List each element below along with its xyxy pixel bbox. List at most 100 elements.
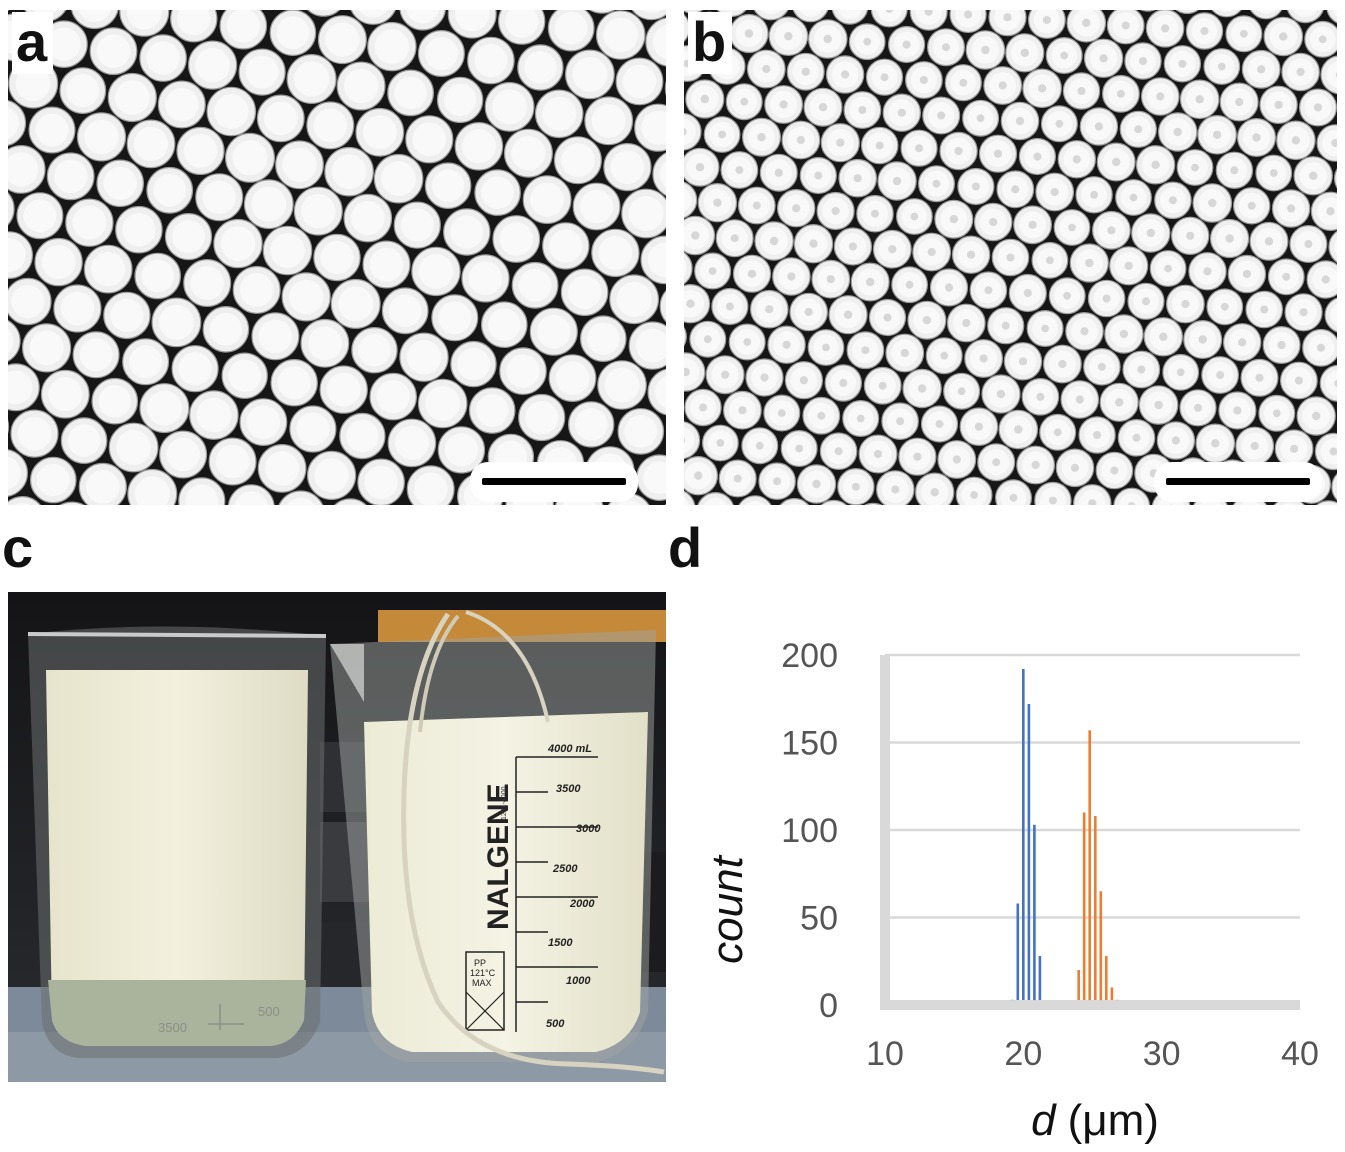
droplet-core [703, 335, 712, 344]
droplet-core [1161, 24, 1170, 33]
droplet-core [964, 10, 973, 19]
droplet-core [1291, 136, 1301, 145]
droplet-core [1046, 256, 1054, 265]
droplet-core [1208, 198, 1217, 208]
droplet-highlight [376, 379, 410, 414]
droplet-highlight [258, 319, 293, 354]
droplet-highlight [325, 22, 360, 57]
droplet-core [691, 231, 700, 240]
bar-series1-5 [1038, 956, 1042, 1000]
droplet-core [1094, 122, 1103, 131]
droplet-highlight [8, 456, 21, 490]
bar-series2-6 [1110, 987, 1114, 1000]
droplet-highlight [185, 484, 219, 505]
droplet-core [967, 250, 976, 259]
droplet [684, 251, 693, 285]
droplet-core [743, 338, 752, 346]
droplet-core [863, 37, 872, 46]
droplet-highlight [511, 136, 546, 171]
droplet-core [1173, 127, 1182, 137]
beakers-photo: 3500 500 4000 mL 3500 3000 2500 2000 150… [8, 592, 666, 1082]
droplet [664, 80, 666, 96]
droplet-core [684, 127, 687, 136]
droplet-core [1200, 27, 1209, 35]
droplet [307, 10, 341, 17]
droplet-core [839, 379, 848, 387]
droplet-highlight [622, 64, 657, 99]
droplet-highlight [251, 186, 287, 222]
right-beaker-mark-3500: 3500 [556, 783, 581, 795]
droplet-core [1146, 228, 1155, 238]
droplet-core [1127, 502, 1136, 505]
droplet-core [962, 318, 971, 328]
droplet-highlight [202, 180, 236, 214]
droplet-highlight [425, 386, 461, 421]
droplet-core [796, 135, 805, 145]
droplet-core [1015, 116, 1025, 126]
droplet-highlight [8, 107, 20, 139]
droplet-core [784, 32, 793, 41]
droplet-highlight [320, 240, 354, 275]
droplet-core [1242, 269, 1251, 279]
droplet-highlight [1320, 438, 1337, 465]
droplet-core [1115, 398, 1124, 407]
x-axis-title-symbol: d [1031, 1096, 1057, 1145]
droplet-core [1335, 71, 1337, 78]
droplet-core [777, 409, 786, 417]
droplet-highlight [17, 416, 52, 451]
droplet-array-b [684, 10, 1337, 505]
droplet-highlight [110, 298, 144, 332]
droplet-highlight [400, 208, 434, 242]
droplet-highlight [1334, 238, 1337, 255]
droplet-core [1055, 119, 1064, 128]
droplet [684, 326, 687, 347]
droplet-core [1240, 29, 1248, 38]
droplet-highlight [610, 150, 645, 185]
micrograph-b [684, 10, 1337, 505]
droplet-core [902, 40, 911, 49]
panel-label-a: a [12, 12, 54, 74]
droplet-core [730, 234, 739, 243]
droplet-highlight [1282, 503, 1297, 505]
bar-series2-1 [1082, 812, 1086, 1000]
droplet-core [801, 67, 810, 76]
droplet-core [1238, 338, 1247, 347]
droplet-core [927, 247, 936, 257]
droplet-core [1082, 18, 1091, 27]
droplet-core [1050, 187, 1059, 197]
droplet-highlight [67, 424, 101, 457]
droplet-core [684, 437, 686, 443]
droplet-highlight [506, 354, 540, 388]
droplet-core [1137, 365, 1146, 374]
x-axis-title-unit: (μm) [1068, 1096, 1159, 1145]
droplet-core [831, 206, 840, 216]
droplet [334, 498, 367, 505]
histogram-chart: 0 50 100 150 200 10 20 30 40 count d (μm) [690, 600, 1345, 1152]
right-beaker-mark-3000: 3000 [576, 823, 601, 835]
droplet-highlight [616, 281, 652, 317]
droplet-core [866, 277, 875, 287]
droplet-highlight [277, 366, 311, 400]
droplet-core [1009, 493, 1018, 502]
droplet [1328, 230, 1337, 263]
droplet-highlight [288, 279, 324, 315]
droplet-core [1075, 395, 1084, 404]
scale-bar-box-a [470, 462, 638, 502]
droplet-core [1058, 359, 1067, 369]
droplet-highlight [213, 94, 249, 129]
droplet-highlight [350, 201, 385, 236]
droplet-highlight [492, 89, 528, 125]
droplet-highlight [195, 47, 230, 83]
droplet-core [930, 488, 939, 497]
droplet-highlight [183, 134, 218, 168]
droplet-core [695, 163, 705, 172]
droplet [588, 10, 616, 14]
droplet-highlight [234, 491, 268, 505]
droplet-core [1235, 97, 1244, 107]
droplet-highlight [915, 10, 942, 25]
droplet-highlight [876, 10, 903, 22]
droplet-core [1309, 171, 1318, 180]
droplet-core [1247, 201, 1256, 210]
droplet-core [1159, 332, 1168, 341]
droplet-core [1164, 264, 1172, 273]
